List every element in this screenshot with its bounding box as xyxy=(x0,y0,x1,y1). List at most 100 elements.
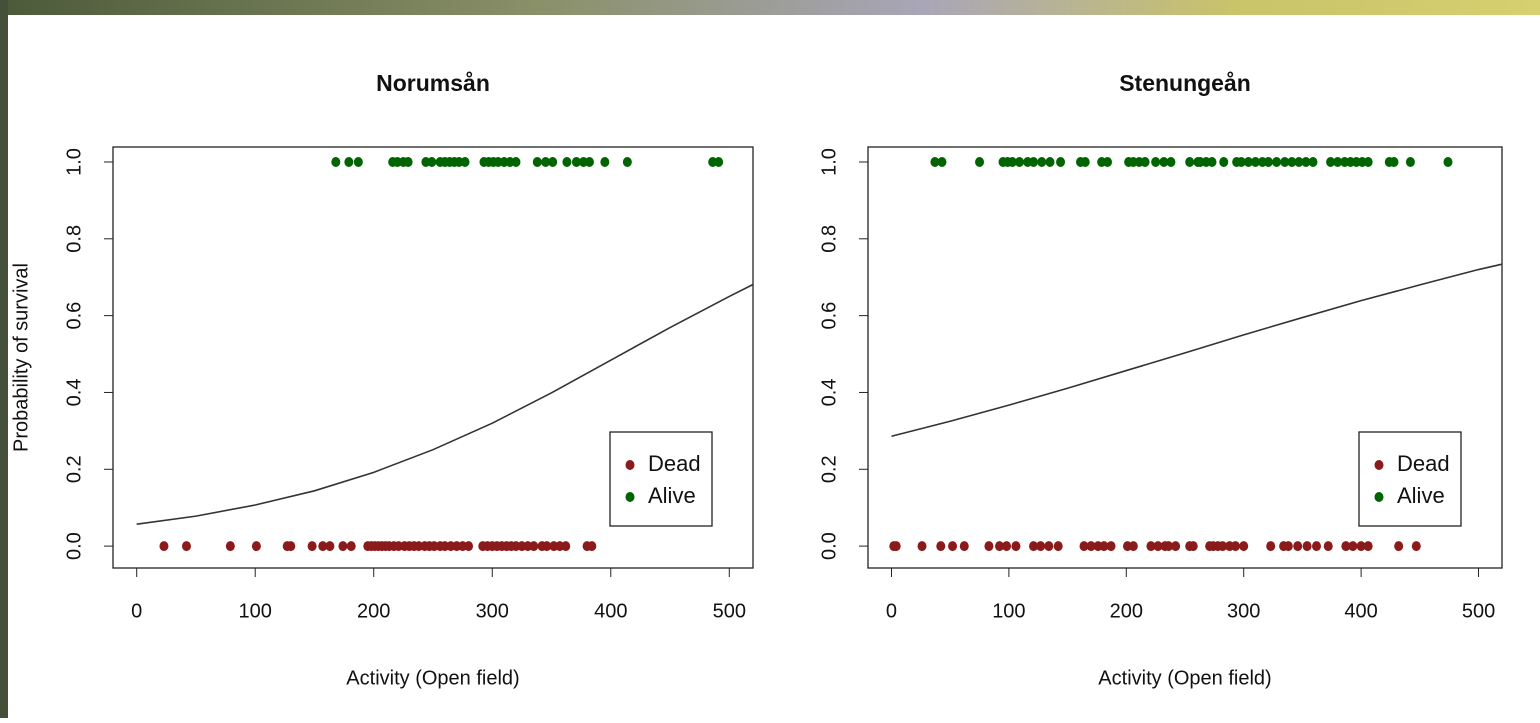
point xyxy=(1394,541,1404,552)
y-axis-label: Probability of survival xyxy=(10,263,32,452)
legend-label: Dead xyxy=(1397,451,1450,476)
legend-label: Dead xyxy=(648,451,701,476)
point xyxy=(1363,156,1373,167)
point xyxy=(1086,541,1096,552)
point xyxy=(1356,541,1366,552)
legend-label: Alive xyxy=(648,483,696,508)
point xyxy=(948,541,958,552)
point xyxy=(1389,156,1399,167)
point xyxy=(1243,156,1253,167)
x-tick-label: 300 xyxy=(476,600,509,622)
point xyxy=(1164,541,1174,552)
point xyxy=(427,156,437,167)
point xyxy=(600,156,610,167)
x-tick-label: 100 xyxy=(239,600,272,622)
x-axis-label: Activity (Open field) xyxy=(346,667,519,689)
point xyxy=(930,156,940,167)
point xyxy=(562,156,572,167)
point xyxy=(1151,156,1161,167)
point xyxy=(511,156,521,167)
point xyxy=(1007,156,1017,167)
fit-line xyxy=(891,263,1503,438)
point xyxy=(714,156,724,167)
point xyxy=(1263,156,1273,167)
x-tick-label: 0 xyxy=(886,600,897,622)
point xyxy=(159,541,169,552)
y-tick-label: 1.0 xyxy=(63,148,85,176)
chart-title: Norumsån xyxy=(376,70,490,96)
y-tick-label: 1.0 xyxy=(818,148,840,176)
point xyxy=(1218,541,1228,552)
point xyxy=(1106,541,1116,552)
x-axis-label: Activity (Open field) xyxy=(1098,667,1271,689)
point xyxy=(1011,541,1021,552)
fit-line xyxy=(136,283,754,526)
point xyxy=(937,156,947,167)
y-tick-label: 0.2 xyxy=(818,455,840,483)
point xyxy=(1171,541,1181,552)
point xyxy=(1185,156,1195,167)
point xyxy=(1044,541,1054,552)
y-tick-label: 0.4 xyxy=(818,379,840,407)
point xyxy=(338,541,348,552)
point xyxy=(1443,156,1453,167)
point xyxy=(1103,156,1113,167)
x-tick-label: 400 xyxy=(594,600,627,622)
point xyxy=(1045,156,1055,167)
point xyxy=(1294,156,1304,167)
point xyxy=(1348,541,1358,552)
point xyxy=(975,156,985,167)
point xyxy=(1080,156,1090,167)
point xyxy=(571,156,581,167)
point xyxy=(1236,156,1246,167)
point xyxy=(1363,541,1373,552)
point xyxy=(542,541,552,552)
point xyxy=(460,156,470,167)
point xyxy=(1230,541,1240,552)
point xyxy=(1302,541,1312,552)
y-tick-label: 0.8 xyxy=(63,225,85,253)
point xyxy=(1333,156,1343,167)
point xyxy=(936,541,946,552)
x-tick-label: 400 xyxy=(1344,600,1377,622)
point xyxy=(587,541,597,552)
point xyxy=(1099,541,1109,552)
point xyxy=(584,156,594,167)
point xyxy=(1272,156,1282,167)
point xyxy=(1146,541,1156,552)
point xyxy=(1029,156,1039,167)
legend-marker xyxy=(625,460,635,470)
point xyxy=(622,156,632,167)
y-tick-label: 0.0 xyxy=(63,532,85,560)
point xyxy=(1341,541,1351,552)
point xyxy=(1140,156,1150,167)
x-tick-label: 100 xyxy=(992,600,1025,622)
point xyxy=(325,541,335,552)
point xyxy=(1326,156,1336,167)
point xyxy=(353,156,363,167)
panel xyxy=(8,15,1540,718)
legend-marker xyxy=(1374,460,1384,470)
point xyxy=(403,156,413,167)
chart-title: Stenungeån xyxy=(1119,70,1251,96)
legend-label: Alive xyxy=(1397,483,1445,508)
point xyxy=(984,541,994,552)
point xyxy=(891,541,901,552)
point xyxy=(1128,541,1138,552)
y-tick-label: 0.6 xyxy=(63,302,85,330)
legend-box xyxy=(1358,431,1462,527)
point xyxy=(225,541,235,552)
point xyxy=(251,541,261,552)
point xyxy=(1308,156,1318,167)
legend-marker xyxy=(1374,492,1384,502)
x-tick-label: 300 xyxy=(1227,600,1260,622)
point xyxy=(959,541,969,552)
point xyxy=(1239,541,1249,552)
point xyxy=(1207,156,1217,167)
point xyxy=(1014,156,1024,167)
point xyxy=(532,156,542,167)
point xyxy=(1153,541,1163,552)
point xyxy=(1037,156,1047,167)
